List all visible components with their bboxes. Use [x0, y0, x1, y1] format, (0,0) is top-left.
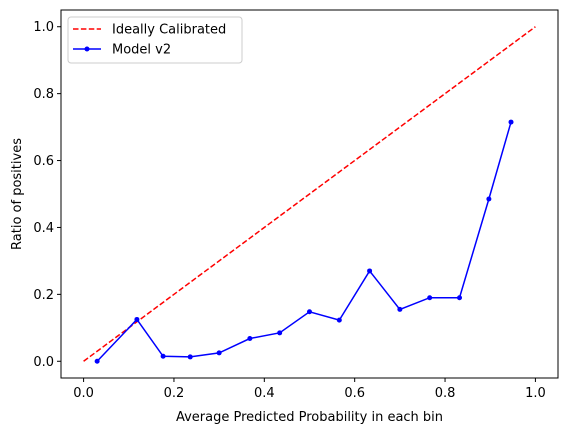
legend: Ideally Calibrated Model v2 — [67, 16, 243, 64]
y-tick-label: 0.8 — [33, 87, 54, 102]
data-point — [336, 317, 342, 323]
data-point — [427, 295, 433, 301]
data-point — [247, 336, 253, 342]
data-point — [307, 309, 312, 315]
plot-area — [83, 26, 536, 364]
data-point — [508, 119, 514, 125]
y-tick-label: 0.6 — [33, 154, 54, 169]
data-point — [216, 350, 222, 356]
y-axis-label: Ratio of positives — [10, 138, 25, 250]
x-tick-label: 0.8 — [435, 386, 456, 401]
data-point — [187, 354, 193, 360]
data-point — [94, 358, 100, 364]
y-tick-label: 1.0 — [33, 20, 54, 35]
axes-frame — [60, 9, 559, 379]
legend-label-1: Ideally Calibrated — [112, 23, 226, 38]
data-point — [367, 268, 373, 274]
data-point — [277, 330, 283, 336]
x-tick-label: 0.6 — [344, 386, 365, 401]
y-tick-label: 0.2 — [33, 288, 54, 303]
y-tick-label: 0.4 — [33, 221, 54, 236]
x-axis-label: Average Predicted Probability in each bi… — [176, 410, 443, 425]
x-tick-label: 0.2 — [164, 386, 185, 401]
x-tick-label: 0.4 — [254, 386, 275, 401]
x-tick-label: 0.0 — [73, 386, 94, 401]
x-tick-label: 1.0 — [525, 386, 546, 401]
series-line-1 — [83, 26, 536, 362]
data-point — [134, 316, 140, 322]
legend-label-2: Model v2 — [112, 43, 171, 58]
data-point — [457, 295, 463, 301]
data-point — [397, 306, 403, 312]
legend-box — [67, 16, 243, 64]
data-point — [486, 196, 492, 202]
y-axis-ticks: 0.0 0.2 0.4 0.6 0.8 1.0 — [33, 20, 61, 370]
x-axis-ticks: 0.0 0.2 0.4 0.6 0.8 1.0 — [73, 378, 546, 401]
y-tick-label: 0.0 — [33, 355, 54, 370]
legend-marker — [84, 46, 90, 52]
data-point — [160, 353, 166, 359]
